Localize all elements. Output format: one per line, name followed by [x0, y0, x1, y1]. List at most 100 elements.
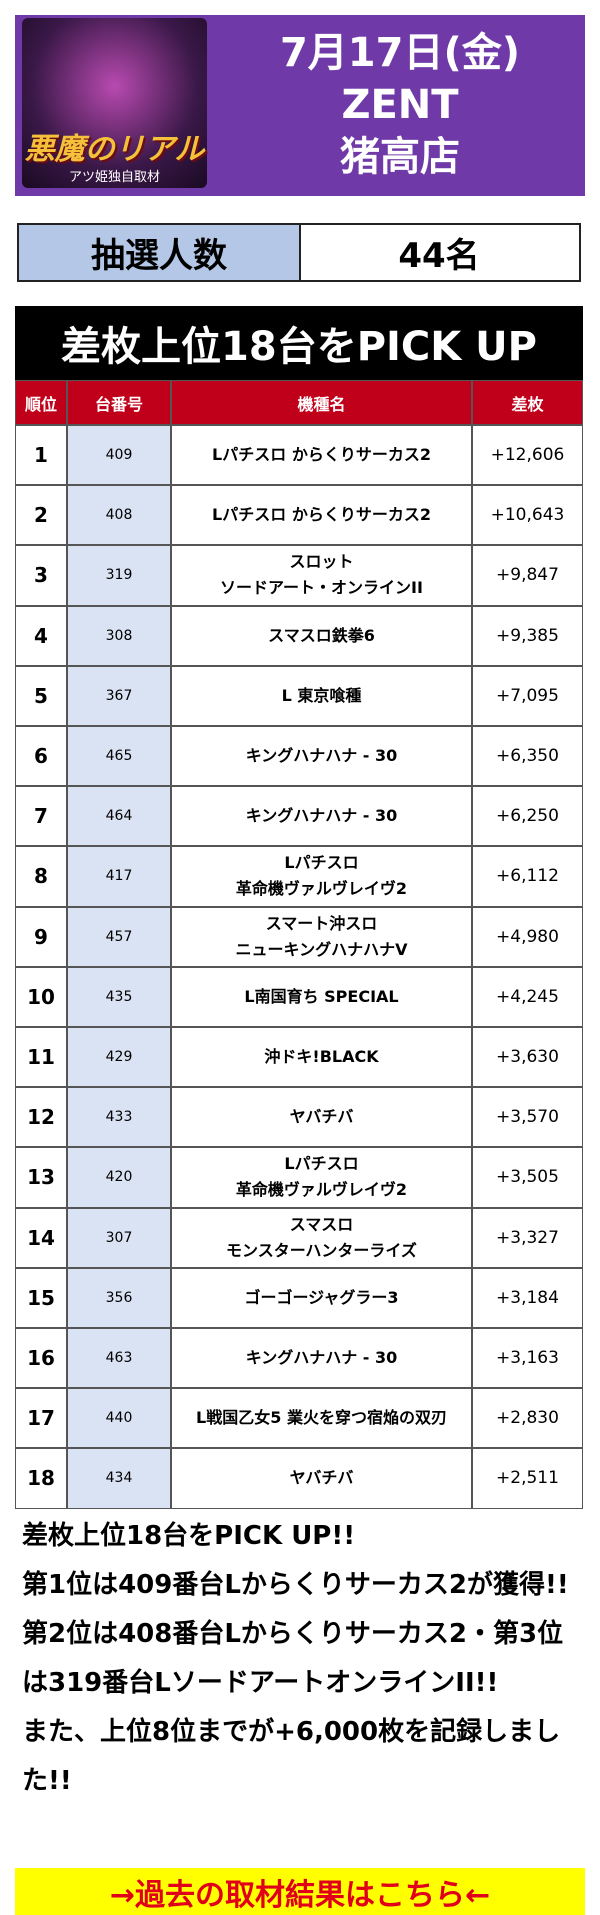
- machine-name-line: ヤバチバ: [289, 1468, 354, 1488]
- rank: 15: [15, 1267, 67, 1328]
- machine-name-line: L南国育ち SPECIAL: [244, 986, 399, 1006]
- rank: 13: [15, 1147, 67, 1208]
- machine-name-line: 革命機ヴァルヴレイヴ2: [235, 879, 408, 899]
- difference: +3,505: [472, 1147, 583, 1208]
- rank: 8: [15, 846, 67, 907]
- machine-name-line: 沖ドキ!BLACK: [264, 1047, 379, 1067]
- column-header: 順位: [15, 380, 67, 425]
- machine-name-line: キングハナハナ - 30: [245, 746, 398, 766]
- machine-name-cell: 沖ドキ!BLACK: [171, 1027, 472, 1088]
- difference: +6,350: [472, 726, 583, 787]
- machine-number: 420: [67, 1147, 171, 1208]
- machine-name-cell: キングハナハナ - 30: [171, 1328, 472, 1389]
- difference: +3,327: [472, 1207, 583, 1268]
- machine-name-line: ソードアート・オンラインII: [220, 578, 423, 598]
- difference: +9,385: [472, 605, 583, 666]
- machine-name-line: スマスロ: [289, 1214, 354, 1234]
- rank: 16: [15, 1328, 67, 1389]
- summary-line: また、上位8位までが+6,000枚を記録しました!!: [22, 1717, 561, 1796]
- machine-name-line: スマスロ鉄拳6: [268, 625, 375, 645]
- machine-number: 464: [67, 786, 171, 847]
- machine-name-cell: ヤバチバ: [171, 1448, 472, 1509]
- machine-name-cell: ヤバチバ: [171, 1087, 472, 1148]
- machine-name-line: ゴーゴージャグラー3: [244, 1287, 399, 1307]
- machine-name-cell: Lパチスロ革命機ヴァルヴレイヴ2: [171, 846, 472, 907]
- machine-name-cell: L南国育ち SPECIAL: [171, 966, 472, 1027]
- date: 7月17日(金): [279, 30, 521, 76]
- machine-name-line: Lパチスロ: [284, 1154, 359, 1174]
- logo-title: 悪魔のリアル: [24, 132, 205, 167]
- difference: +3,570: [472, 1087, 583, 1148]
- lottery-value: 44名: [299, 223, 581, 282]
- machine-name-line: Lパチスロ からくりサーカス2: [212, 445, 431, 465]
- rank: 5: [15, 665, 67, 726]
- rank: 12: [15, 1087, 67, 1148]
- table-title: 差枚上位18台をPICK UP: [15, 306, 583, 380]
- rank: 9: [15, 906, 67, 967]
- machine-name-line: 革命機ヴァルヴレイヴ2: [235, 1180, 408, 1200]
- machine-number: 308: [67, 605, 171, 666]
- machine-name-line: ヤバチバ: [289, 1107, 354, 1127]
- rank: 18: [15, 1448, 67, 1509]
- machine-name-cell: Lパチスロ革命機ヴァルヴレイヴ2: [171, 1147, 472, 1208]
- machine-name-cell: スマート沖スロ ニューキングハナハナV: [171, 906, 472, 967]
- machine-number: 356: [67, 1267, 171, 1328]
- machine-name-cell: スロットソードアート・オンラインII: [171, 545, 472, 606]
- rank: 10: [15, 966, 67, 1027]
- machine-number: 409: [67, 425, 171, 486]
- machine-number: 319: [67, 545, 171, 606]
- difference: +3,163: [472, 1328, 583, 1389]
- hall: ZENT: [341, 82, 459, 128]
- logo-subtitle: アツ姫独自取材: [68, 170, 160, 185]
- machine-name-line: スロット: [289, 552, 354, 572]
- difference: +12,606: [472, 425, 583, 486]
- difference: +9,847: [472, 545, 583, 606]
- machine-number: 440: [67, 1388, 171, 1449]
- machine-number: 429: [67, 1027, 171, 1088]
- difference: +10,643: [472, 485, 583, 546]
- machine-name-line: Lパチスロ からくりサーカス2: [212, 505, 431, 525]
- summary-line: 差枚上位18台をPICK UP!!: [22, 1521, 356, 1551]
- machine-name-line: L 東京喰種: [281, 685, 362, 705]
- machine-name-cell: Lパチスロ からくりサーカス2: [171, 485, 472, 546]
- machine-number: 417: [67, 846, 171, 907]
- machine-name-cell: L戦国乙女5 業火を穿つ宿焔の双刃: [171, 1388, 472, 1449]
- difference: +3,184: [472, 1267, 583, 1328]
- column-header: 台番号: [67, 380, 171, 425]
- machine-name-cell: キングハナハナ - 30: [171, 786, 472, 847]
- machine-number: 465: [67, 726, 171, 787]
- machine-name-line: キングハナハナ - 30: [245, 1348, 398, 1368]
- logo: [22, 18, 207, 188]
- rank: 7: [15, 786, 67, 847]
- column-header: 差枚: [472, 380, 583, 425]
- branch: 猪高店: [340, 134, 460, 180]
- machine-number: 408: [67, 485, 171, 546]
- machine-number: 435: [67, 966, 171, 1027]
- machine-name-cell: キングハナハナ - 30: [171, 726, 472, 787]
- machine-name-line: キングハナハナ - 30: [245, 806, 398, 826]
- difference: +7,095: [472, 665, 583, 726]
- difference: +2,830: [472, 1388, 583, 1449]
- machine-number: 434: [67, 1448, 171, 1509]
- summary-line: 第1位は409番台Lからくりサーカス2が獲得!! 第2位は408番台Lからくりサ…: [22, 1570, 569, 1698]
- lottery-label: 抽選人数: [17, 223, 301, 282]
- machine-name-line: L戦国乙女5 業火を穿つ宿焔の双刃: [196, 1408, 447, 1428]
- machine-name-cell: スマスロ鉄拳6: [171, 605, 472, 666]
- machine-number: 433: [67, 1087, 171, 1148]
- machine-number: 307: [67, 1207, 171, 1268]
- rank: 3: [15, 545, 67, 606]
- rank: 14: [15, 1207, 67, 1268]
- machine-name-line: スマート沖スロ: [265, 913, 378, 933]
- rank: 11: [15, 1027, 67, 1088]
- machine-name-line: Lパチスロ: [284, 853, 359, 873]
- rank: 6: [15, 726, 67, 787]
- past-results-link[interactable]: →過去の取材結果はこちら←: [15, 1868, 585, 1915]
- machine-number: 463: [67, 1328, 171, 1389]
- machine-name-cell: L 東京喰種: [171, 665, 472, 726]
- difference: +3,630: [472, 1027, 583, 1088]
- machine-name-line: モンスターハンターライズ: [226, 1240, 417, 1260]
- difference: +2,511: [472, 1448, 583, 1509]
- machine-name-cell: スマスロモンスターハンターライズ: [171, 1207, 472, 1268]
- difference: +4,245: [472, 966, 583, 1027]
